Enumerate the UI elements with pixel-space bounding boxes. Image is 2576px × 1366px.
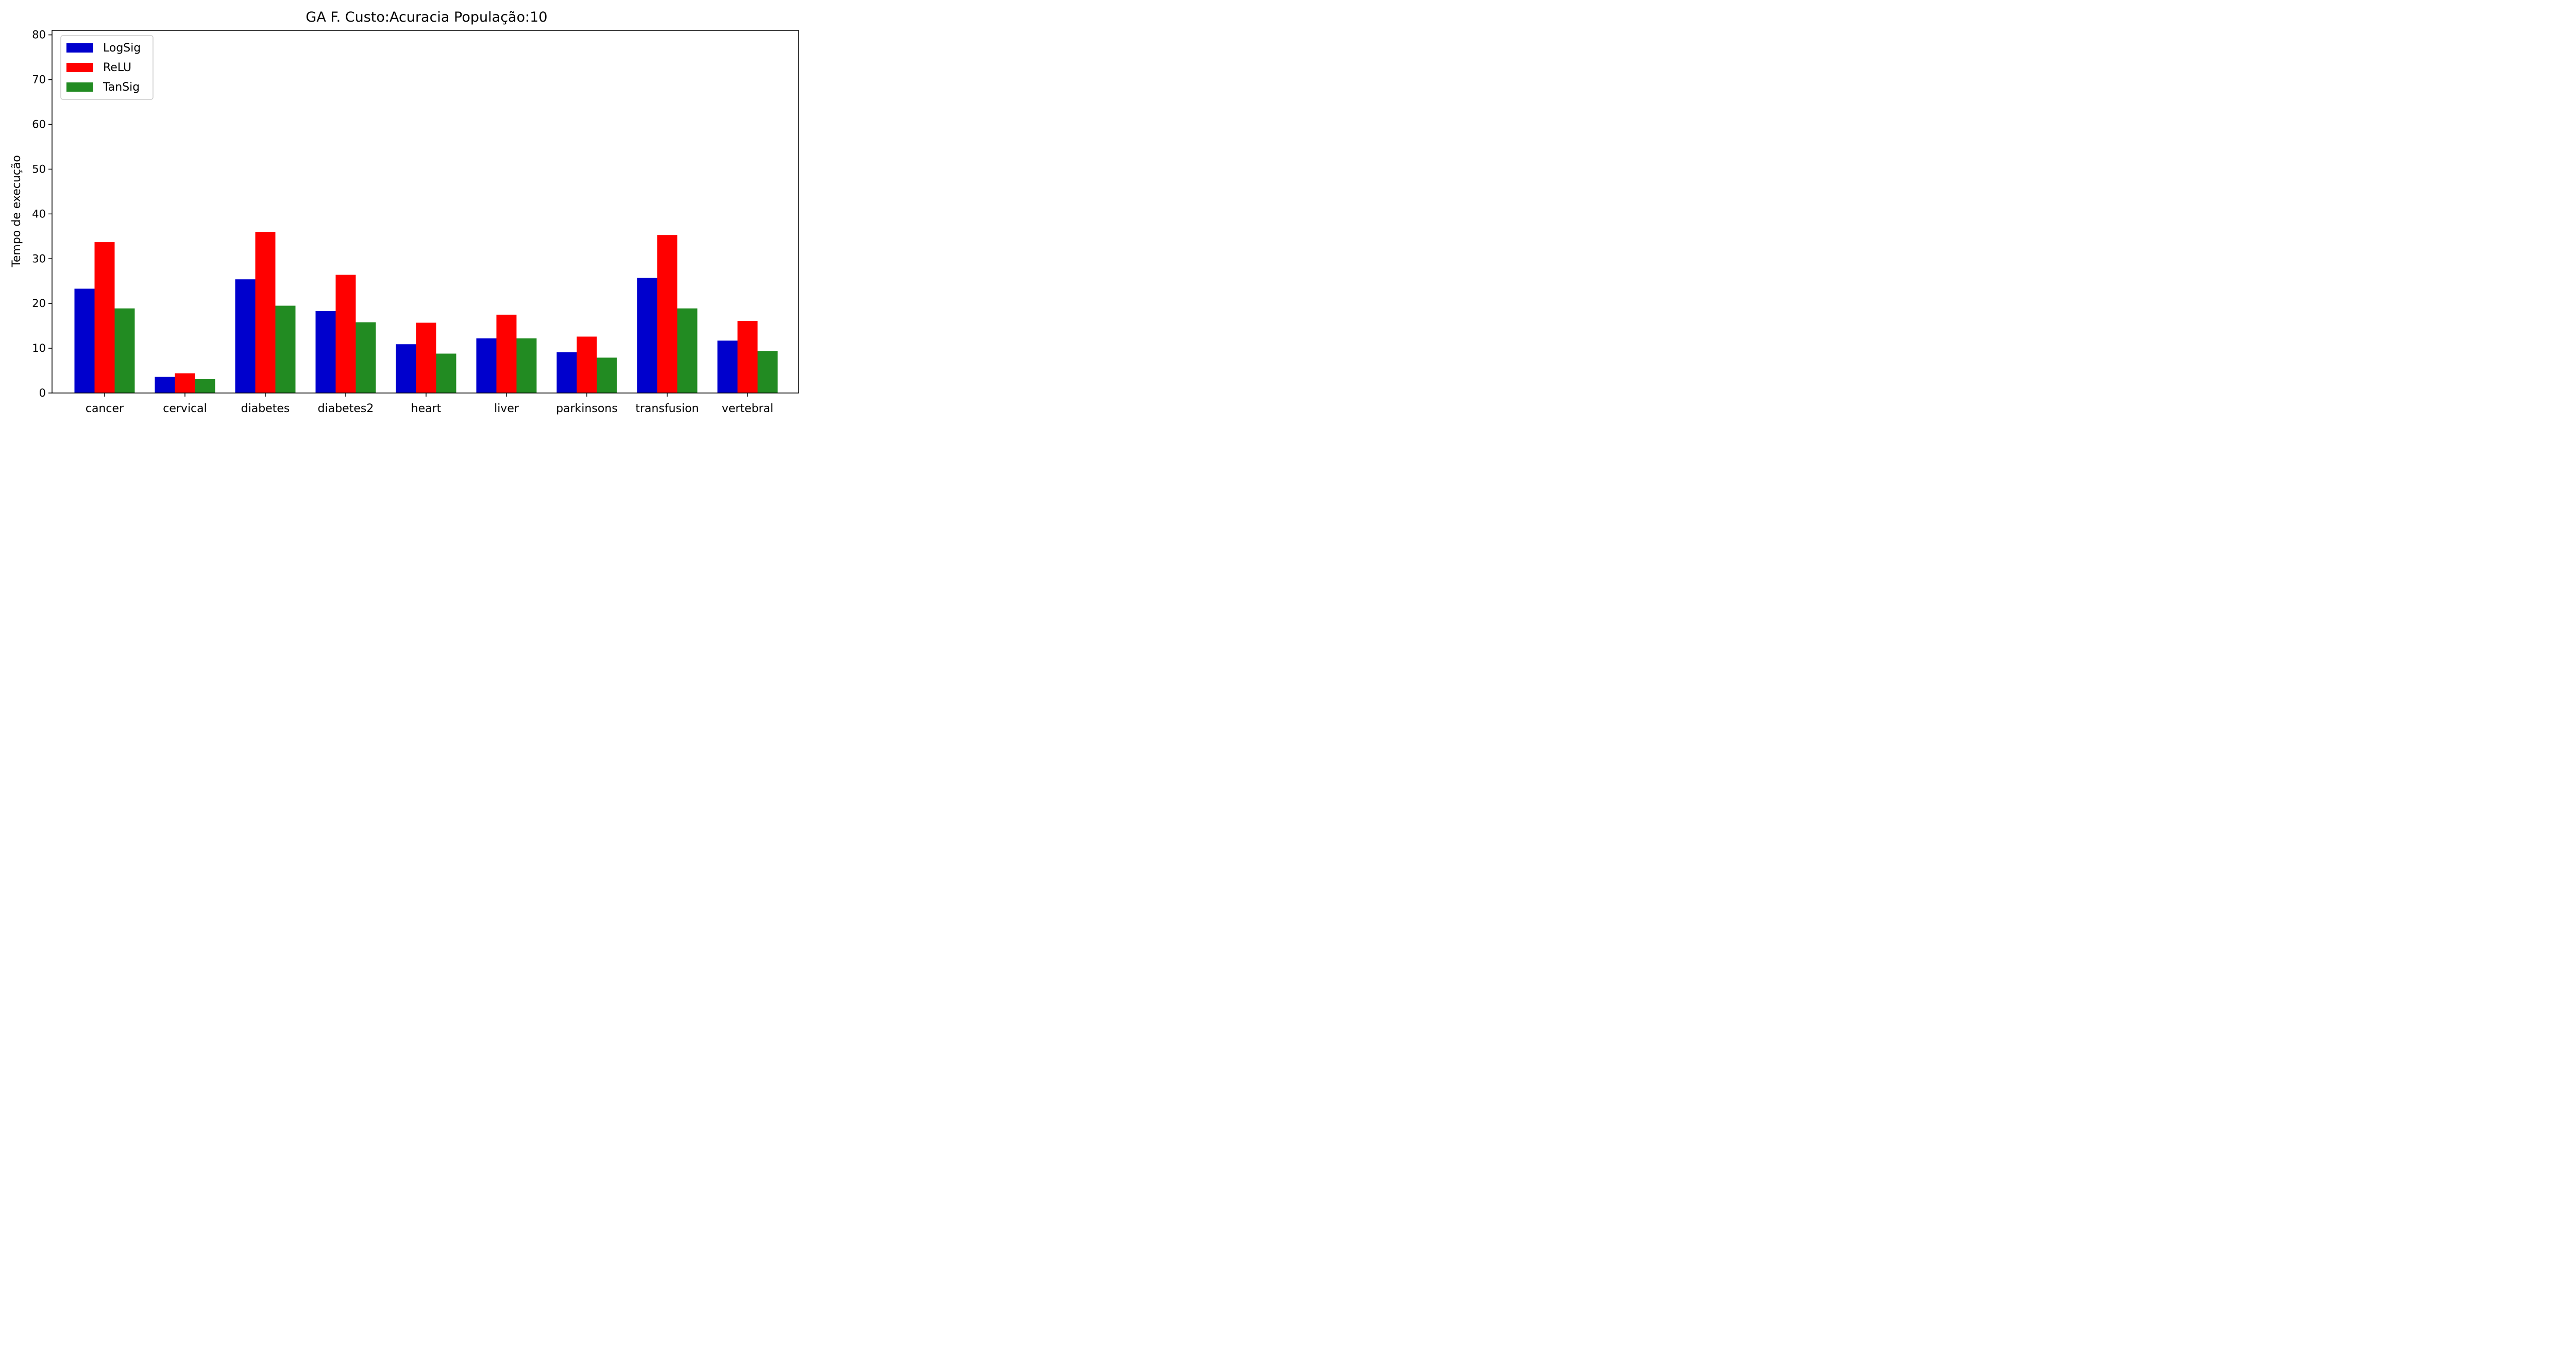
bar-logsig-parkinsons [556, 352, 577, 393]
x-axis: cancer cervical diabetes diabetes2 heart live… [86, 393, 773, 415]
x-tick-label: cancer [86, 402, 124, 415]
x-tick-label: parkinsons [556, 402, 618, 415]
x-tick-label: liver [494, 402, 519, 415]
y-tick-label: 70 [32, 74, 46, 86]
bar-tansig-diabetes2 [355, 322, 376, 393]
bar-relu-liver [496, 314, 517, 393]
bar-logsig-diabetes [235, 279, 256, 393]
bar-logsig-liver [476, 338, 497, 393]
bar-relu-cancer [94, 242, 115, 393]
bar-logsig-diabetes2 [315, 311, 336, 393]
y-axis-label: Tempo de execução [10, 155, 23, 268]
bar-relu-heart [416, 322, 436, 393]
legend-swatch-logsig [66, 43, 93, 53]
bar-tansig-heart [436, 353, 456, 393]
y-tick-label: 10 [32, 342, 46, 354]
y-axis: 0 10 20 30 40 50 60 70 80 [32, 29, 52, 399]
bar-logsig-vertebral [717, 340, 738, 393]
bar-relu-transfusion [657, 235, 677, 393]
bar-relu-diabetes [255, 232, 276, 393]
x-tick-label: transfusion [635, 402, 699, 415]
y-tick-label: 30 [32, 252, 46, 265]
legend-swatch-tansig [66, 82, 93, 92]
y-tick-label: 0 [39, 387, 46, 399]
bar-tansig-cervical [195, 379, 215, 393]
legend-swatch-relu [66, 63, 93, 72]
y-tick-label: 60 [32, 118, 46, 131]
legend-label-tansig: TanSig [103, 81, 140, 94]
y-tick-label: 80 [32, 29, 46, 41]
bar-tansig-cancer [114, 308, 135, 393]
bar-relu-parkinsons [577, 336, 597, 393]
x-tick-label: heart [411, 402, 442, 415]
y-tick-label: 50 [32, 163, 46, 175]
bar-tansig-vertebral [757, 351, 778, 393]
bar-tansig-parkinsons [597, 357, 617, 393]
legend: LogSig ReLU TanSig [60, 35, 154, 100]
bar-tansig-liver [516, 338, 537, 393]
plot-frame [52, 30, 799, 394]
bars-group [74, 232, 778, 393]
legend-label-relu: ReLU [103, 61, 131, 74]
x-tick-label: diabetes [241, 402, 290, 415]
bar-relu-diabetes2 [335, 275, 356, 393]
y-tick-label: 20 [32, 297, 46, 310]
bar-chart: GA F. Custo:Acuracia População:10 Tempo … [10, 9, 799, 415]
x-tick-label: cervical [163, 402, 207, 415]
chart-title: GA F. Custo:Acuracia População:10 [306, 9, 547, 25]
bar-tansig-diabetes [275, 305, 296, 393]
x-tick-label: diabetes2 [318, 402, 374, 415]
legend-label-logsig: LogSig [103, 42, 141, 55]
bar-relu-vertebral [737, 321, 758, 393]
x-tick-label: vertebral [722, 402, 773, 415]
bar-logsig-transfusion [637, 278, 657, 393]
bar-relu-cervical [175, 373, 195, 393]
y-tick-label: 40 [32, 208, 46, 220]
bar-tansig-transfusion [677, 308, 698, 393]
bar-logsig-cervical [155, 377, 175, 393]
bar-logsig-heart [396, 344, 416, 393]
bar-logsig-cancer [74, 288, 95, 393]
